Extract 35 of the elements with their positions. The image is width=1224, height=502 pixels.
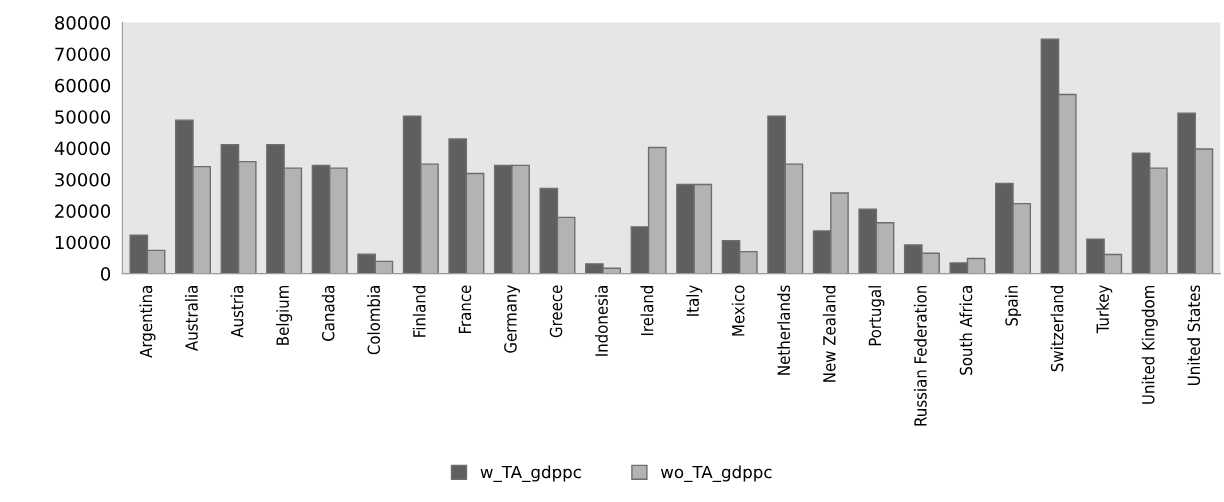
x-tick-label: Colombia xyxy=(367,286,381,355)
y-tick-label: 40000 xyxy=(54,141,111,156)
x-tick-label: Italy xyxy=(686,285,703,316)
x-tick-label: Portugal xyxy=(868,286,885,346)
x-tick-label: United Kingdom xyxy=(1141,285,1158,404)
legend-label: w_TA_gdppc xyxy=(480,465,581,482)
y-tick-label: 60000 xyxy=(55,78,111,93)
x-tick-label: Germany xyxy=(504,285,520,353)
x-tick-label: Mexico xyxy=(731,285,745,336)
x-tick-label: Indonesia xyxy=(594,286,608,356)
y-tick-label: 0 xyxy=(100,267,111,281)
x-tick-label: Austria xyxy=(230,286,244,338)
y-tick-label: 10000 xyxy=(55,235,111,250)
x-tick-label: Netherlands xyxy=(777,285,791,375)
x-tick-label: New Zealand xyxy=(822,286,836,382)
x-tick-label: Finland xyxy=(412,286,426,337)
legend-label: wo_TA_gdppc xyxy=(660,465,772,482)
x-tick-label: Belgium xyxy=(276,285,293,345)
x-tick-label: Turkey xyxy=(1096,285,1113,334)
x-tick-label: Ireland xyxy=(640,286,654,336)
y-tick-label: 70000 xyxy=(55,47,111,62)
x-tick-label: Argentina xyxy=(139,286,156,358)
y-tick-label: 80000 xyxy=(55,16,111,30)
y-tick-label: 30000 xyxy=(55,172,111,187)
x-tick-label: Spain xyxy=(1004,285,1022,326)
y-tick-label: 20000 xyxy=(55,204,111,218)
x-tick-label: Australia xyxy=(184,286,198,351)
x-tick-label: Switzerland xyxy=(1050,286,1064,372)
x-tick-label: United States xyxy=(1187,285,1201,385)
y-tick-label: 50000 xyxy=(55,110,111,124)
x-tick-label: Russian Federation xyxy=(913,285,927,426)
x-tick-label: France xyxy=(458,285,472,333)
x-tick-label: Canada xyxy=(321,286,335,341)
x-tick-label: South Africa xyxy=(959,286,973,375)
x-tick-label: Greece xyxy=(549,285,563,338)
